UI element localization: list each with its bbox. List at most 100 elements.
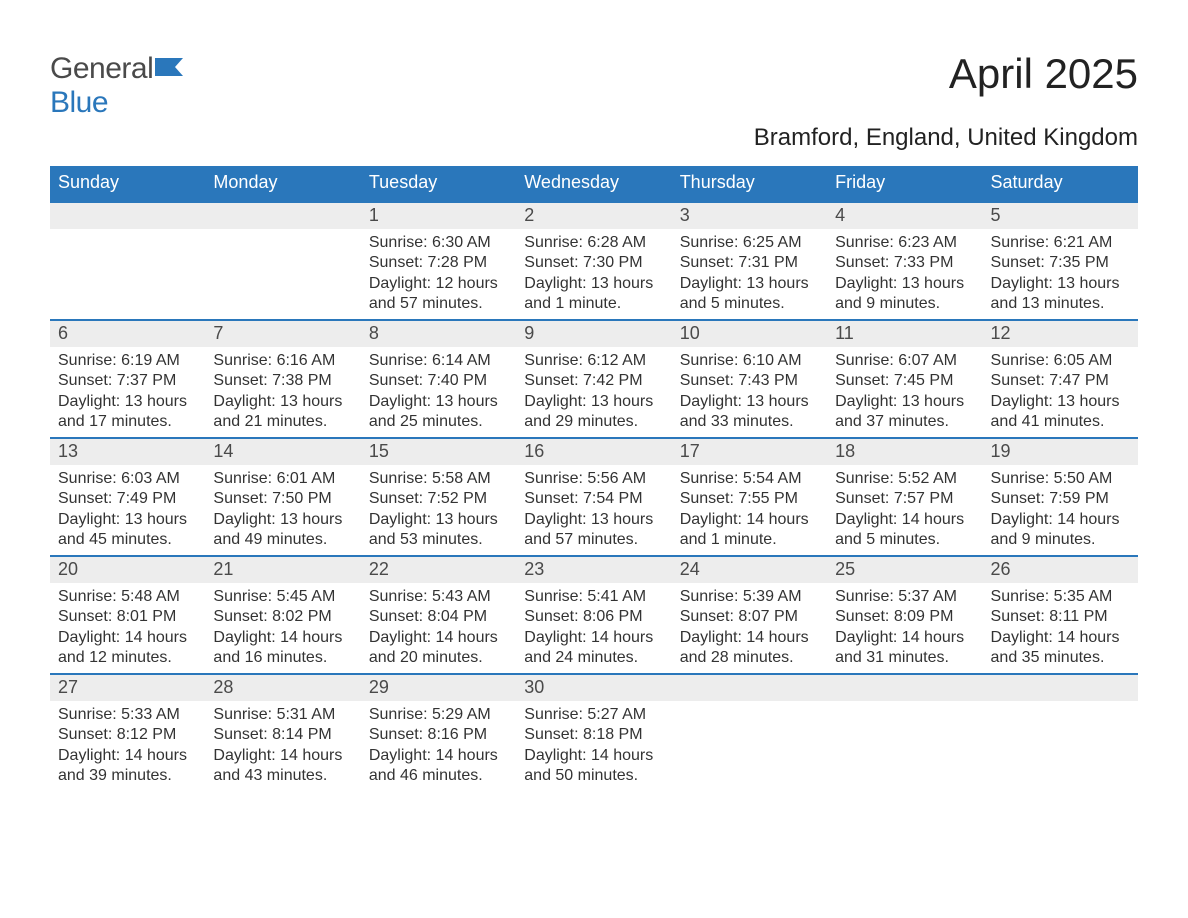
daylight1-text: Daylight: 14 hours [213, 746, 352, 766]
sunrise-text: Sunrise: 5:37 AM [835, 587, 974, 607]
day-number: 2 [516, 203, 671, 229]
daylight2-text: and 41 minutes. [991, 412, 1130, 432]
day-cell: Sunrise: 6:03 AMSunset: 7:49 PMDaylight:… [50, 465, 205, 555]
daynum-row: 6789101112 [50, 321, 1138, 347]
daylight1-text: Daylight: 13 hours [524, 392, 663, 412]
day-content-row: Sunrise: 5:48 AMSunset: 8:01 PM Daylight:… [50, 583, 1138, 673]
daylight2-text: and 57 minutes. [524, 530, 663, 550]
day-cell: Sunrise: 5:29 AMSunset: 8:16 PMDaylight:… [361, 701, 516, 791]
weekday-header: Friday [827, 166, 982, 200]
daylight2-text: and 9 minutes. [835, 294, 974, 314]
page-title: April 2025 [949, 50, 1138, 98]
week-block: 13141516171819Sunrise: 6:03 AMSunset: 7:… [50, 437, 1138, 555]
sunset-text: Sunset: 8:07 PM [680, 607, 819, 627]
sunrise-text: Sunrise: 6:23 AM [835, 233, 974, 253]
daylight2-text: and 50 minutes. [524, 766, 663, 786]
sunrise-text: Sunrise: 6:07 AM [835, 351, 974, 371]
day-cell: Sunrise: 5:33 AMSunset: 8:12 PMDaylight:… [50, 701, 205, 791]
daynum-row: 27282930 [50, 675, 1138, 701]
sunset-text: Sunset: 7:49 PM [58, 489, 197, 509]
week-block: 12345Sunrise: 6:30 AMSunset: 7:28 PMDayl… [50, 201, 1138, 319]
daylight2-text: and 16 minutes. [213, 648, 352, 668]
logo-text-blue: Blue [50, 86, 108, 119]
sunset-text: Sunset: 7:30 PM [524, 253, 663, 273]
sunset-text: Sunset: 8:11 PM [991, 607, 1130, 627]
daylight2-text: and 49 minutes. [213, 530, 352, 550]
sunrise-text: Sunrise: 5:41 AM [524, 587, 663, 607]
daylight1-text: Daylight: 14 hours [680, 628, 819, 648]
sunrise-text: Sunrise: 6:25 AM [680, 233, 819, 253]
sunset-text: Sunset: 8:06 PM [524, 607, 663, 627]
sunrise-text: Sunrise: 5:48 AM [58, 587, 197, 607]
daylight1-text: Daylight: 13 hours [524, 274, 663, 294]
sunset-text: Sunset: 7:28 PM [369, 253, 508, 273]
daylight2-text: and 12 minutes. [58, 648, 197, 668]
day-cell: Sunrise: 6:10 AMSunset: 7:43 PMDaylight:… [672, 347, 827, 437]
daynum-row: 12345 [50, 203, 1138, 229]
day-cell: Sunrise: 5:35 AMSunset: 8:11 PMDaylight:… [983, 583, 1138, 673]
sunset-text: Sunset: 7:45 PM [835, 371, 974, 391]
logo-text-general: General [50, 52, 153, 85]
daylight1-text: Daylight: 14 hours [991, 510, 1130, 530]
daylight2-text: and 35 minutes. [991, 648, 1130, 668]
sunrise-text: Sunrise: 5:31 AM [213, 705, 352, 725]
weekday-header: Sunday [50, 166, 205, 200]
daylight1-text: Daylight: 14 hours [524, 628, 663, 648]
day-cell [205, 229, 360, 319]
sunrise-text: Sunrise: 6:01 AM [213, 469, 352, 489]
day-number: 6 [50, 321, 205, 347]
day-number: 3 [672, 203, 827, 229]
sunset-text: Sunset: 7:52 PM [369, 489, 508, 509]
day-number: 4 [827, 203, 982, 229]
day-cell: Sunrise: 6:16 AMSunset: 7:38 PMDaylight:… [205, 347, 360, 437]
sunrise-text: Sunrise: 5:43 AM [369, 587, 508, 607]
daylight1-text: Daylight: 14 hours [58, 746, 197, 766]
daylight2-text: and 1 minute. [680, 530, 819, 550]
day-number: 16 [516, 439, 671, 465]
day-number: 22 [361, 557, 516, 583]
daylight2-text: and 45 minutes. [58, 530, 197, 550]
day-cell: Sunrise: 6:21 AMSunset: 7:35 PMDaylight:… [983, 229, 1138, 319]
sunrise-text: Sunrise: 5:58 AM [369, 469, 508, 489]
day-number [672, 675, 827, 701]
day-number: 25 [827, 557, 982, 583]
sunrise-text: Sunrise: 6:10 AM [680, 351, 819, 371]
daylight2-text: and 46 minutes. [369, 766, 508, 786]
sunset-text: Sunset: 7:40 PM [369, 371, 508, 391]
daylight2-text: and 21 minutes. [213, 412, 352, 432]
weekday-header: Tuesday [361, 166, 516, 200]
sunset-text: Sunset: 8:09 PM [835, 607, 974, 627]
day-cell: Sunrise: 5:37 AMSunset: 8:09 PMDaylight:… [827, 583, 982, 673]
daylight2-text: and 17 minutes. [58, 412, 197, 432]
daylight1-text: Daylight: 13 hours [213, 392, 352, 412]
sunrise-text: Sunrise: 5:52 AM [835, 469, 974, 489]
day-number: 21 [205, 557, 360, 583]
daylight2-text: and 5 minutes. [835, 530, 974, 550]
day-cell [50, 229, 205, 319]
sunrise-text: Sunrise: 6:16 AM [213, 351, 352, 371]
daylight2-text: and 31 minutes. [835, 648, 974, 668]
sunrise-text: Sunrise: 6:28 AM [524, 233, 663, 253]
day-number: 13 [50, 439, 205, 465]
day-cell: Sunrise: 6:12 AMSunset: 7:42 PMDaylight:… [516, 347, 671, 437]
day-number: 12 [983, 321, 1138, 347]
week-block: 27282930Sunrise: 5:33 AMSunset: 8:12 PMD… [50, 673, 1138, 791]
day-number: 11 [827, 321, 982, 347]
day-number [827, 675, 982, 701]
sunset-text: Sunset: 7:55 PM [680, 489, 819, 509]
day-number: 28 [205, 675, 360, 701]
daylight1-text: Daylight: 13 hours [213, 510, 352, 530]
day-number: 24 [672, 557, 827, 583]
day-number: 7 [205, 321, 360, 347]
sunrise-text: Sunrise: 5:27 AM [524, 705, 663, 725]
sunset-text: Sunset: 8:01 PM [58, 607, 197, 627]
sunset-text: Sunset: 7:47 PM [991, 371, 1130, 391]
daylight1-text: Daylight: 14 hours [835, 628, 974, 648]
day-cell: Sunrise: 6:14 AMSunset: 7:40 PMDaylight:… [361, 347, 516, 437]
day-number: 5 [983, 203, 1138, 229]
sunset-text: Sunset: 8:02 PM [213, 607, 352, 627]
daylight1-text: Daylight: 14 hours [991, 628, 1130, 648]
daylight2-text: and 39 minutes. [58, 766, 197, 786]
day-number: 17 [672, 439, 827, 465]
sunrise-text: Sunrise: 5:33 AM [58, 705, 197, 725]
